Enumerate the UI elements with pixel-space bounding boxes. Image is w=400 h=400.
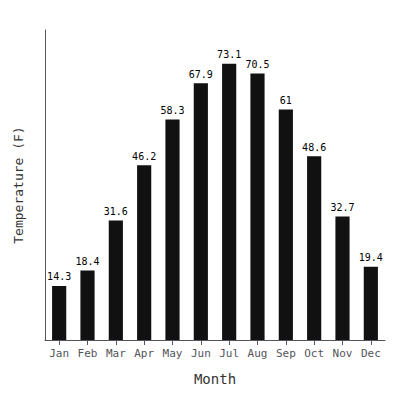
svg-text:Temperature (F): Temperature (F) [11, 126, 26, 243]
svg-text:Oct: Oct [304, 347, 324, 360]
svg-text:67.9: 67.9 [189, 69, 213, 80]
svg-text:Dec: Dec [361, 347, 381, 360]
svg-text:Apr: Apr [134, 347, 154, 360]
svg-text:May: May [163, 347, 183, 360]
svg-text:Jul: Jul [219, 347, 239, 360]
svg-text:Sep: Sep [276, 347, 296, 360]
svg-text:48.6: 48.6 [302, 142, 326, 153]
svg-text:31.6: 31.6 [104, 206, 128, 217]
svg-text:61: 61 [280, 95, 292, 106]
svg-text:46.2: 46.2 [132, 151, 156, 162]
svg-text:14.3: 14.3 [47, 271, 71, 282]
svg-text:Month: Month [194, 371, 236, 387]
svg-text:Feb: Feb [78, 347, 98, 360]
svg-text:73.1: 73.1 [217, 49, 241, 60]
svg-text:19.4: 19.4 [359, 252, 383, 263]
svg-text:Aug: Aug [248, 347, 268, 360]
svg-text:Jun: Jun [191, 347, 211, 360]
svg-text:58.3: 58.3 [160, 105, 184, 116]
svg-text:Jan: Jan [49, 347, 69, 360]
svg-text:32.7: 32.7 [330, 202, 354, 213]
svg-text:70.5: 70.5 [245, 59, 269, 70]
svg-text:Nov: Nov [333, 347, 353, 360]
svg-text:Mar: Mar [106, 347, 126, 360]
svg-text:18.4: 18.4 [75, 256, 99, 267]
